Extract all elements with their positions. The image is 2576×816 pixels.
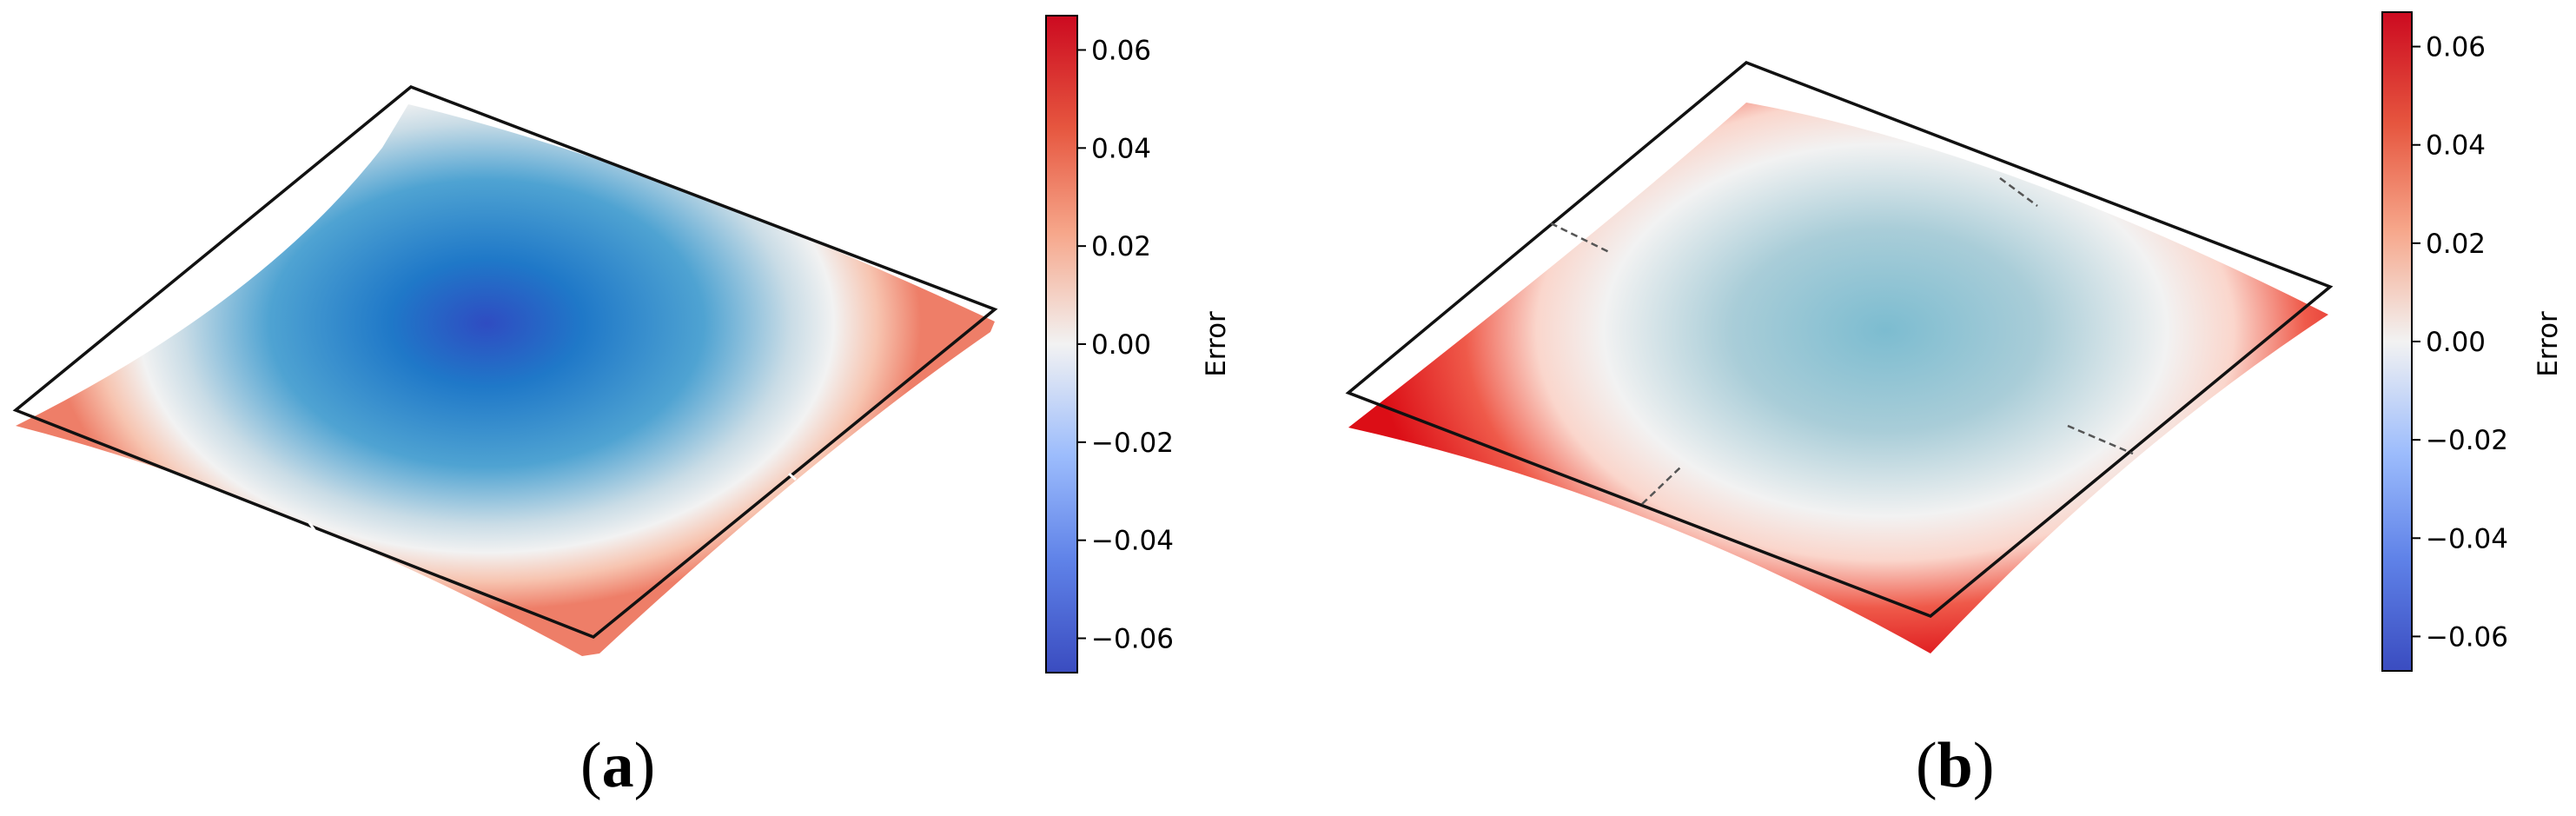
colorbar-tick-label: 0.00 bbox=[1091, 329, 1151, 361]
surface-crossing-tick bbox=[1999, 176, 2038, 208]
colorbar-tick-label: 0.04 bbox=[1091, 133, 1151, 164]
colorbar-a-label: Error bbox=[1201, 311, 1232, 377]
colorbar-tick-label: 0.02 bbox=[2426, 229, 2486, 260]
colorbar-b: 0.06 0.04 0.02 0.00 −0.02 −0.04 −0.06 Error bbox=[2381, 11, 2564, 672]
error-surface-b bbox=[1348, 103, 2328, 653]
colorbar-tick-label: 0.02 bbox=[1091, 231, 1151, 262]
panel-a bbox=[12, 85, 998, 656]
colorbar-tick-label: 0.04 bbox=[2426, 130, 2486, 162]
colorbar-b-gradient bbox=[2381, 11, 2413, 672]
panel-label-a: (a) bbox=[580, 730, 655, 801]
colorbar-tick-label: −0.04 bbox=[1091, 526, 1174, 557]
surface-crossing-tick bbox=[2067, 424, 2134, 455]
colorbar-tick-label: −0.02 bbox=[1091, 428, 1174, 459]
surface-crossing-tick bbox=[307, 521, 316, 531]
surface-crossing-tick bbox=[1641, 466, 1682, 505]
colorbar-tick-label: −0.06 bbox=[1091, 624, 1174, 655]
colorbar-tick-label: −0.02 bbox=[2426, 425, 2508, 456]
colorbar-tick-label: −0.06 bbox=[2426, 621, 2508, 653]
colorbar-tick-label: 0.00 bbox=[2426, 327, 2486, 358]
reference-plane-b bbox=[1345, 60, 2334, 618]
colorbar-tick-label: −0.04 bbox=[2426, 523, 2508, 554]
reference-plane-a bbox=[12, 85, 998, 640]
error-surface-a bbox=[16, 104, 995, 656]
colorbar-tick-label: 0.06 bbox=[1091, 35, 1151, 66]
colorbar-a-gradient bbox=[1045, 15, 1078, 673]
panel-label-b: (b) bbox=[1916, 730, 1994, 801]
colorbar-a: 0.06 0.04 0.02 0.00 −0.02 −0.04 −0.06 Error bbox=[1045, 15, 1232, 673]
panel-b bbox=[1345, 60, 2334, 653]
surface-crossing-tick bbox=[788, 472, 797, 481]
colorbar-tick-label: 0.06 bbox=[2426, 32, 2486, 63]
colorbar-b-label: Error bbox=[2533, 311, 2564, 377]
